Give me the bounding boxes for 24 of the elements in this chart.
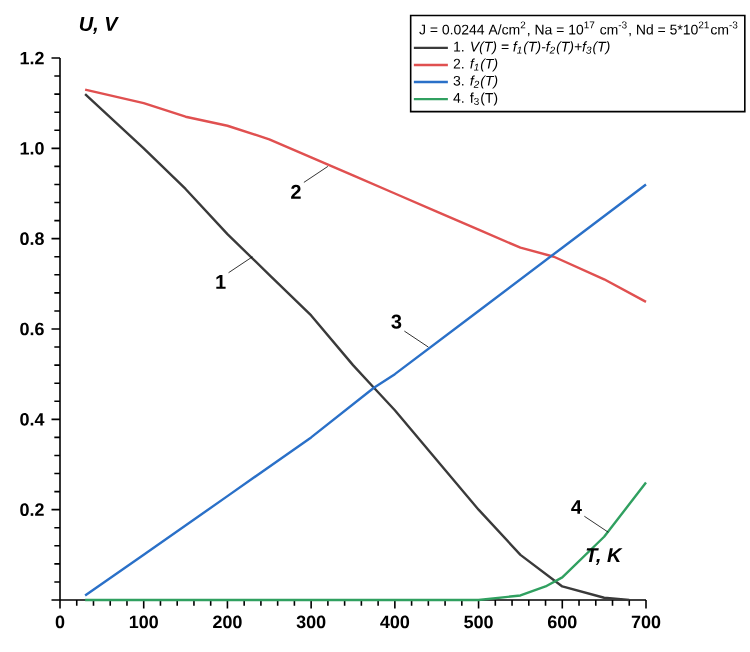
x-tick-label: 600 — [547, 615, 577, 629]
line-series — [83, 481, 648, 602]
y-axis-title: U, V — [79, 17, 119, 34]
line-series — [83, 183, 648, 597]
x-tick-label: 500 — [464, 615, 493, 629]
x-tick-label: 700 — [631, 615, 661, 629]
x-tick-label: 200 — [213, 615, 242, 629]
annotation: 1 — [216, 275, 226, 289]
y-tick-label: 0.6 — [20, 322, 44, 336]
line-series — [83, 92, 631, 602]
x-tick-label: 100 — [129, 615, 158, 629]
y-tick-label: 0.8 — [20, 232, 44, 246]
annotation: 3 — [391, 314, 402, 329]
line-series — [83, 88, 648, 304]
x-tick-label: 0 — [55, 615, 65, 629]
y-tick-label: 0.2 — [20, 503, 44, 517]
x-tick-label: 300 — [296, 615, 326, 629]
annotation: 4 — [571, 500, 582, 514]
y-tick-label: 1.2 — [20, 51, 44, 65]
y-tick-label: 0.4 — [20, 412, 45, 426]
annotation: 2 — [291, 184, 301, 199]
y-tick-label: 1.0 — [20, 141, 44, 155]
x-tick-label: 400 — [380, 615, 410, 629]
x-axis-title: T, K — [586, 548, 623, 566]
